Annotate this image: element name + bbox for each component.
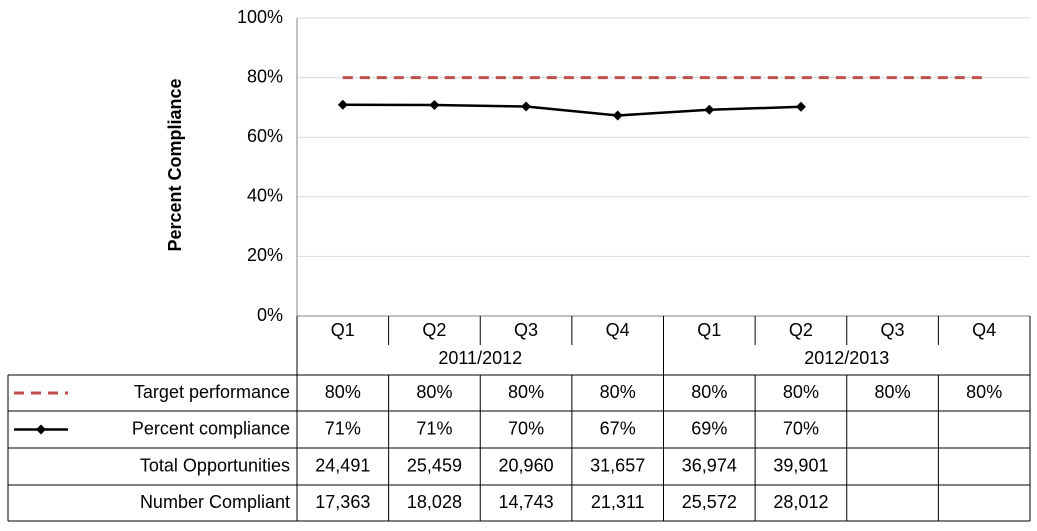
table-cell: 39,901	[773, 455, 828, 475]
group-label: 2012/2013	[804, 348, 889, 368]
data-point	[795, 101, 806, 112]
row-label: Number Compliant	[140, 492, 290, 512]
table-cell: 31,657	[590, 455, 645, 475]
table-cell: 21,311	[591, 492, 645, 512]
table-cell: 69%	[691, 418, 727, 438]
x-tick-label: Q1	[697, 320, 721, 340]
table-cell: 24,491	[315, 455, 370, 475]
series-line	[342, 103, 801, 117]
table-cell: 67%	[600, 418, 636, 438]
table-cell: 20,960	[499, 455, 554, 475]
x-tick-label: Q3	[881, 320, 905, 340]
x-tick-label: Q3	[514, 320, 538, 340]
data-point	[704, 104, 715, 115]
y-tick-label: 100%	[237, 7, 283, 27]
data-point	[521, 101, 532, 112]
row-label: Total Opportunities	[140, 455, 290, 475]
x-tick-label: Q4	[606, 320, 630, 340]
x-tick-label: Q2	[422, 320, 446, 340]
y-tick-label: 0%	[257, 305, 283, 325]
y-tick-label: 20%	[247, 245, 283, 265]
table-cell: 80%	[416, 382, 452, 402]
table-cell: 36,974	[682, 455, 737, 475]
x-tick-label: Q4	[972, 320, 996, 340]
legend-marker	[36, 424, 46, 435]
data-point	[612, 110, 623, 121]
x-tick-label: Q1	[331, 320, 355, 340]
data-point	[429, 100, 440, 111]
data-point	[337, 99, 348, 110]
table-cell: 70%	[783, 418, 819, 438]
y-tick-label: 80%	[247, 66, 283, 86]
table-cell: 17,363	[315, 492, 370, 512]
y-tick-label: 60%	[247, 126, 283, 146]
table-cell: 80%	[600, 382, 636, 402]
legend-label: Percent compliance	[132, 418, 290, 438]
group-label: 2011/2012	[438, 348, 522, 368]
table-cell: 80%	[966, 382, 1002, 402]
y-tick-label: 40%	[247, 186, 283, 206]
table-cell: 80%	[783, 382, 819, 402]
table-cell: 71%	[325, 418, 361, 438]
table-cell: 80%	[508, 382, 544, 402]
table-cell: 71%	[416, 418, 452, 438]
legend-label: Target performance	[134, 382, 290, 402]
table-cell: 25,572	[682, 492, 737, 512]
table-cell: 70%	[508, 418, 544, 438]
x-tick-label: Q2	[789, 320, 813, 340]
table-cell: 18,028	[407, 492, 462, 512]
table-cell: 28,012	[773, 492, 828, 512]
table-cell: 80%	[875, 382, 911, 402]
table-cell: 80%	[325, 382, 361, 402]
table-cell: 80%	[691, 382, 727, 402]
table-cell: 25,459	[407, 455, 462, 475]
y-axis-label: Percent Compliance	[165, 78, 185, 251]
table-cell: 14,743	[499, 492, 554, 512]
